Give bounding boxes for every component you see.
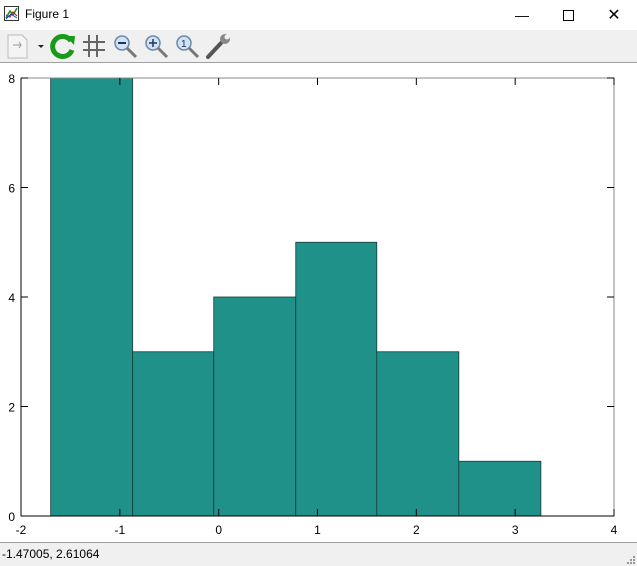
x-tick-label: 4 bbox=[611, 523, 618, 537]
title-bar: Figure 1 — ✕ bbox=[0, 0, 637, 30]
x-tick-label: 2 bbox=[413, 523, 420, 537]
histogram-bar bbox=[213, 296, 297, 517]
close-button[interactable]: ✕ bbox=[591, 0, 637, 30]
toolbar: 1 bbox=[0, 30, 637, 63]
zoom-in-icon bbox=[145, 35, 169, 59]
settings-button[interactable] bbox=[204, 32, 232, 60]
svg-text:1: 1 bbox=[181, 39, 187, 50]
maximize-icon bbox=[562, 9, 574, 21]
x-tick-label: 1 bbox=[314, 523, 321, 537]
y-tick-label: 4 bbox=[8, 291, 15, 305]
zoom-reset-button[interactable]: 1 bbox=[173, 32, 201, 60]
x-tick-label: -2 bbox=[16, 523, 27, 537]
zoom-out-icon bbox=[114, 35, 138, 59]
x-tick-label: -1 bbox=[114, 523, 125, 537]
replot-button[interactable] bbox=[49, 32, 77, 60]
histogram-bar bbox=[50, 77, 134, 517]
histogram-bar bbox=[132, 351, 215, 517]
status-bar: -1.47005, 2.61064 bbox=[0, 542, 637, 566]
window-title: Figure 1 bbox=[25, 7, 70, 21]
settings-wrench-icon bbox=[206, 34, 230, 59]
histogram-chart: -2 -1 0 1 2 3 4 0 2 4 6 8 bbox=[8, 72, 618, 537]
grid-button[interactable] bbox=[80, 32, 108, 60]
cursor-coordinates: -1.47005, 2.61064 bbox=[2, 547, 100, 561]
histogram-bar bbox=[295, 241, 378, 517]
y-tick-label: 6 bbox=[8, 182, 15, 196]
x-tick-label: 3 bbox=[512, 523, 519, 537]
export-button[interactable] bbox=[4, 32, 44, 60]
close-icon: ✕ bbox=[607, 7, 621, 24]
figure-app-icon bbox=[4, 6, 19, 21]
zoom-out-button[interactable] bbox=[111, 32, 139, 60]
y-tick-label: 2 bbox=[8, 401, 15, 415]
export-icon bbox=[7, 34, 44, 59]
y-tick-label: 0 bbox=[8, 510, 15, 524]
resize-grip-icon[interactable] bbox=[625, 554, 635, 564]
plot-canvas[interactable]: -2 -1 0 1 2 3 4 0 2 4 6 8 bbox=[0, 63, 637, 542]
minimize-icon: — bbox=[515, 7, 529, 23]
histogram-bar bbox=[376, 351, 460, 517]
maximize-button[interactable] bbox=[545, 0, 591, 30]
y-tick-label: 8 bbox=[8, 72, 15, 86]
histogram-bar bbox=[458, 460, 542, 517]
zoom-in-button[interactable] bbox=[142, 32, 170, 60]
grid-icon bbox=[83, 35, 105, 57]
replot-icon bbox=[50, 34, 75, 59]
minimize-button[interactable]: — bbox=[499, 0, 545, 30]
zoom-reset-icon: 1 bbox=[176, 35, 200, 59]
x-tick-label: 0 bbox=[215, 523, 222, 537]
